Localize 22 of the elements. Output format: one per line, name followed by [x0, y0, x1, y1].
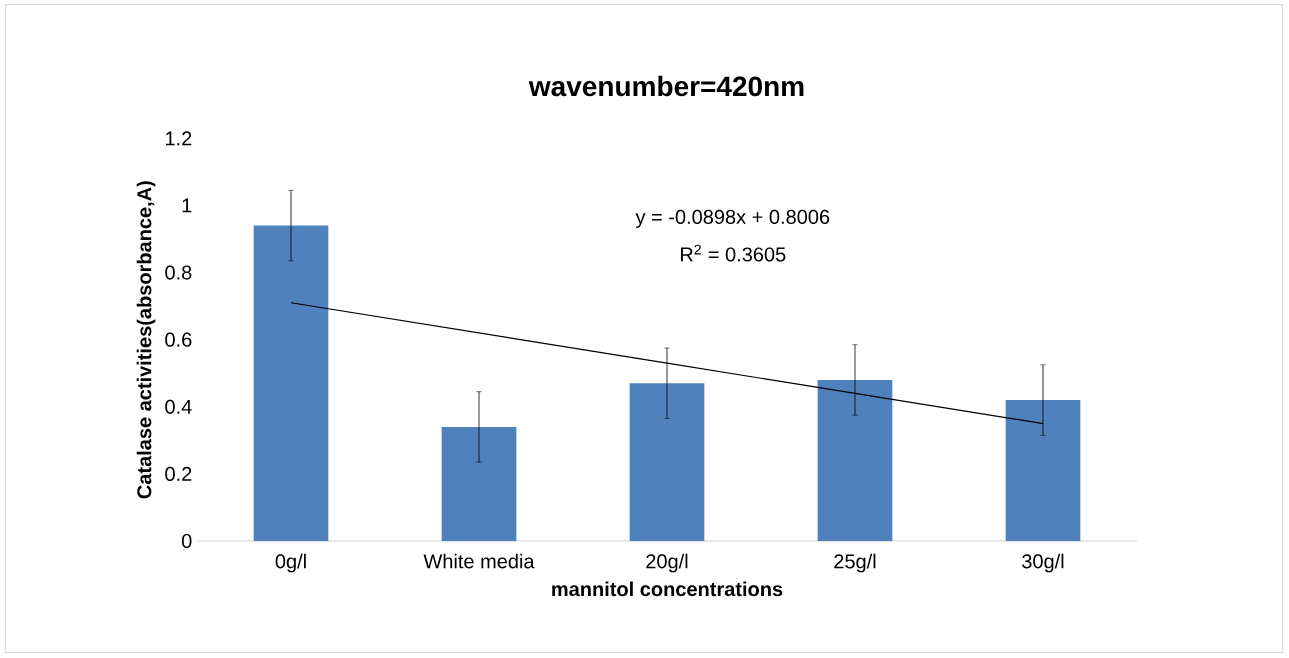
y-tick-label: 0.4: [165, 399, 192, 414]
annotation: y = -0.0898x + 0.8006: [635, 209, 830, 228]
y-tick-label: 0.2: [165, 466, 192, 481]
x-tick-label: 25g/l: [834, 553, 876, 573]
y-tick-label: 0.6: [165, 332, 192, 347]
bar: [1005, 400, 1081, 541]
y-tick-label: 1: [182, 198, 192, 213]
y-tick-label: 0.8: [165, 265, 192, 280]
x-tick-label: 0g/l: [275, 553, 306, 573]
y-tick-label: 1.2: [166, 131, 192, 146]
x-tick-label: White media: [423, 553, 535, 569]
x-tick-label: 30g/l: [1022, 553, 1064, 573]
bar: [629, 383, 705, 541]
x-tick-label: 20g/l: [646, 553, 688, 573]
bar: [817, 379, 893, 541]
bar: [441, 426, 517, 541]
chart-title: wavenumber=420nm: [528, 75, 804, 97]
y-axis-title: Catalase activities(absorbance,A): [136, 181, 156, 499]
annotation: R$^{2}$ = 0.3605: [681, 244, 786, 262]
y-tick-label: 0: [181, 533, 192, 549]
x-axis-title: mannitol concentrations: [552, 581, 783, 597]
bar: [253, 225, 329, 541]
